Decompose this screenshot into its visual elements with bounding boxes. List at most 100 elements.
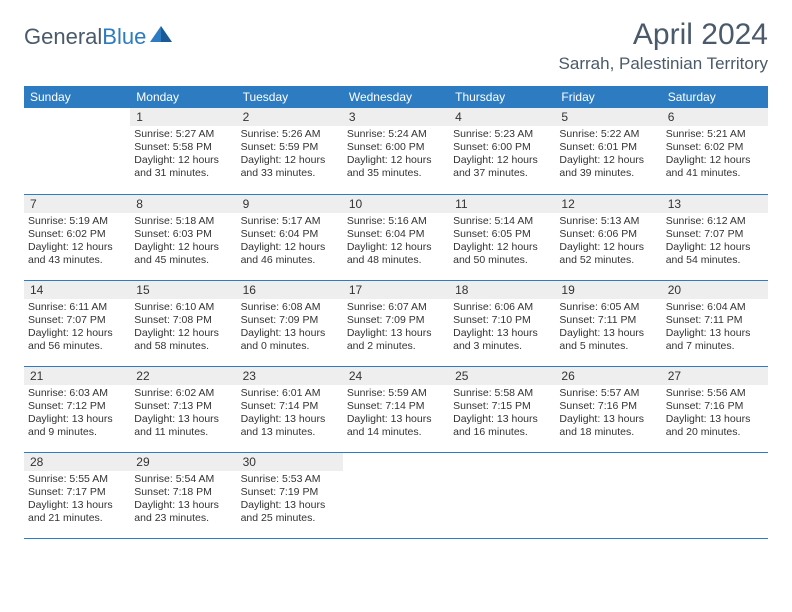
day-number: 20 [662,281,768,299]
calendar-cell: 1Sunrise: 5:27 AMSunset: 5:58 PMDaylight… [130,108,236,194]
day-number: 13 [662,195,768,213]
calendar-cell: 17Sunrise: 6:07 AMSunset: 7:09 PMDayligh… [343,280,449,366]
day-content: Sunrise: 5:22 AMSunset: 6:01 PMDaylight:… [555,126,661,185]
calendar-cell: 3Sunrise: 5:24 AMSunset: 6:00 PMDaylight… [343,108,449,194]
calendar-row: 14Sunrise: 6:11 AMSunset: 7:07 PMDayligh… [24,280,768,366]
day-content: Sunrise: 6:04 AMSunset: 7:11 PMDaylight:… [662,299,768,358]
calendar-page: GeneralBlue April 2024 Sarrah, Palestini… [0,0,792,557]
day-number: 11 [449,195,555,213]
day-number: 21 [24,367,130,385]
day-header: Sunday [24,86,130,108]
day-content: Sunrise: 6:11 AMSunset: 7:07 PMDaylight:… [24,299,130,358]
calendar-cell: 22Sunrise: 6:02 AMSunset: 7:13 PMDayligh… [130,366,236,452]
calendar-row: 7Sunrise: 5:19 AMSunset: 6:02 PMDaylight… [24,194,768,280]
day-number: 4 [449,108,555,126]
day-content: Sunrise: 6:01 AMSunset: 7:14 PMDaylight:… [237,385,343,444]
day-content: Sunrise: 5:59 AMSunset: 7:14 PMDaylight:… [343,385,449,444]
day-content: Sunrise: 6:05 AMSunset: 7:11 PMDaylight:… [555,299,661,358]
day-content: Sunrise: 5:54 AMSunset: 7:18 PMDaylight:… [130,471,236,530]
day-content: Sunrise: 5:26 AMSunset: 5:59 PMDaylight:… [237,126,343,185]
calendar-cell: 13Sunrise: 6:12 AMSunset: 7:07 PMDayligh… [662,194,768,280]
day-number: 3 [343,108,449,126]
calendar-cell: 4Sunrise: 5:23 AMSunset: 6:00 PMDaylight… [449,108,555,194]
day-number: 9 [237,195,343,213]
day-content: Sunrise: 5:23 AMSunset: 6:00 PMDaylight:… [449,126,555,185]
calendar-table: SundayMondayTuesdayWednesdayThursdayFrid… [24,86,768,539]
calendar-cell: 16Sunrise: 6:08 AMSunset: 7:09 PMDayligh… [237,280,343,366]
day-number: 16 [237,281,343,299]
day-number: 30 [237,453,343,471]
location: Sarrah, Palestinian Territory [559,54,768,74]
day-number: 10 [343,195,449,213]
day-content: Sunrise: 6:06 AMSunset: 7:10 PMDaylight:… [449,299,555,358]
day-number: 23 [237,367,343,385]
header: GeneralBlue April 2024 Sarrah, Palestini… [24,18,768,74]
day-number: 25 [449,367,555,385]
calendar-cell: 6Sunrise: 5:21 AMSunset: 6:02 PMDaylight… [662,108,768,194]
day-content: Sunrise: 5:21 AMSunset: 6:02 PMDaylight:… [662,126,768,185]
day-header: Saturday [662,86,768,108]
day-content: Sunrise: 5:19 AMSunset: 6:02 PMDaylight:… [24,213,130,272]
day-number: 8 [130,195,236,213]
calendar-cell: 28Sunrise: 5:55 AMSunset: 7:17 PMDayligh… [24,452,130,538]
logo-text-part1: General [24,24,102,49]
day-content: Sunrise: 5:53 AMSunset: 7:19 PMDaylight:… [237,471,343,530]
month-title: April 2024 [559,18,768,52]
day-content: Sunrise: 6:12 AMSunset: 7:07 PMDaylight:… [662,213,768,272]
day-content: Sunrise: 6:03 AMSunset: 7:12 PMDaylight:… [24,385,130,444]
calendar-cell: 25Sunrise: 5:58 AMSunset: 7:15 PMDayligh… [449,366,555,452]
day-content: Sunrise: 5:17 AMSunset: 6:04 PMDaylight:… [237,213,343,272]
day-number: 22 [130,367,236,385]
calendar-cell: 21Sunrise: 6:03 AMSunset: 7:12 PMDayligh… [24,366,130,452]
calendar-cell: 15Sunrise: 6:10 AMSunset: 7:08 PMDayligh… [130,280,236,366]
day-content: Sunrise: 5:57 AMSunset: 7:16 PMDaylight:… [555,385,661,444]
logo-text: GeneralBlue [24,24,146,50]
day-content: Sunrise: 6:02 AMSunset: 7:13 PMDaylight:… [130,385,236,444]
day-content: Sunrise: 5:18 AMSunset: 6:03 PMDaylight:… [130,213,236,272]
day-number: 7 [24,195,130,213]
day-number: 19 [555,281,661,299]
day-number: 17 [343,281,449,299]
triangle-icon [150,26,172,49]
day-content: Sunrise: 5:14 AMSunset: 6:05 PMDaylight:… [449,213,555,272]
calendar-cell: 9Sunrise: 5:17 AMSunset: 6:04 PMDaylight… [237,194,343,280]
day-content: Sunrise: 6:07 AMSunset: 7:09 PMDaylight:… [343,299,449,358]
day-number: 15 [130,281,236,299]
calendar-cell: 10Sunrise: 5:16 AMSunset: 6:04 PMDayligh… [343,194,449,280]
day-content: Sunrise: 5:27 AMSunset: 5:58 PMDaylight:… [130,126,236,185]
day-content: Sunrise: 5:58 AMSunset: 7:15 PMDaylight:… [449,385,555,444]
calendar-cell: 19Sunrise: 6:05 AMSunset: 7:11 PMDayligh… [555,280,661,366]
day-header: Friday [555,86,661,108]
day-content: Sunrise: 6:08 AMSunset: 7:09 PMDaylight:… [237,299,343,358]
day-header-row: SundayMondayTuesdayWednesdayThursdayFrid… [24,86,768,108]
logo: GeneralBlue [24,24,172,50]
day-content: Sunrise: 6:10 AMSunset: 7:08 PMDaylight:… [130,299,236,358]
calendar-cell: 14Sunrise: 6:11 AMSunset: 7:07 PMDayligh… [24,280,130,366]
day-content: Sunrise: 5:24 AMSunset: 6:00 PMDaylight:… [343,126,449,185]
day-content: Sunrise: 5:56 AMSunset: 7:16 PMDaylight:… [662,385,768,444]
calendar-cell: 26Sunrise: 5:57 AMSunset: 7:16 PMDayligh… [555,366,661,452]
day-number: 26 [555,367,661,385]
day-content: Sunrise: 5:16 AMSunset: 6:04 PMDaylight:… [343,213,449,272]
day-number: 18 [449,281,555,299]
day-number: 12 [555,195,661,213]
day-number: 27 [662,367,768,385]
day-number: 6 [662,108,768,126]
day-header: Thursday [449,86,555,108]
day-header: Monday [130,86,236,108]
day-header: Wednesday [343,86,449,108]
calendar-cell: 8Sunrise: 5:18 AMSunset: 6:03 PMDaylight… [130,194,236,280]
calendar-cell [662,452,768,538]
day-number: 28 [24,453,130,471]
calendar-row: 21Sunrise: 6:03 AMSunset: 7:12 PMDayligh… [24,366,768,452]
calendar-cell: 5Sunrise: 5:22 AMSunset: 6:01 PMDaylight… [555,108,661,194]
day-header: Tuesday [237,86,343,108]
day-number: 1 [130,108,236,126]
day-content: Sunrise: 5:13 AMSunset: 6:06 PMDaylight:… [555,213,661,272]
calendar-body: 1Sunrise: 5:27 AMSunset: 5:58 PMDaylight… [24,108,768,538]
calendar-cell: 11Sunrise: 5:14 AMSunset: 6:05 PMDayligh… [449,194,555,280]
calendar-cell: 18Sunrise: 6:06 AMSunset: 7:10 PMDayligh… [449,280,555,366]
calendar-cell: 27Sunrise: 5:56 AMSunset: 7:16 PMDayligh… [662,366,768,452]
calendar-cell [343,452,449,538]
day-number: 24 [343,367,449,385]
